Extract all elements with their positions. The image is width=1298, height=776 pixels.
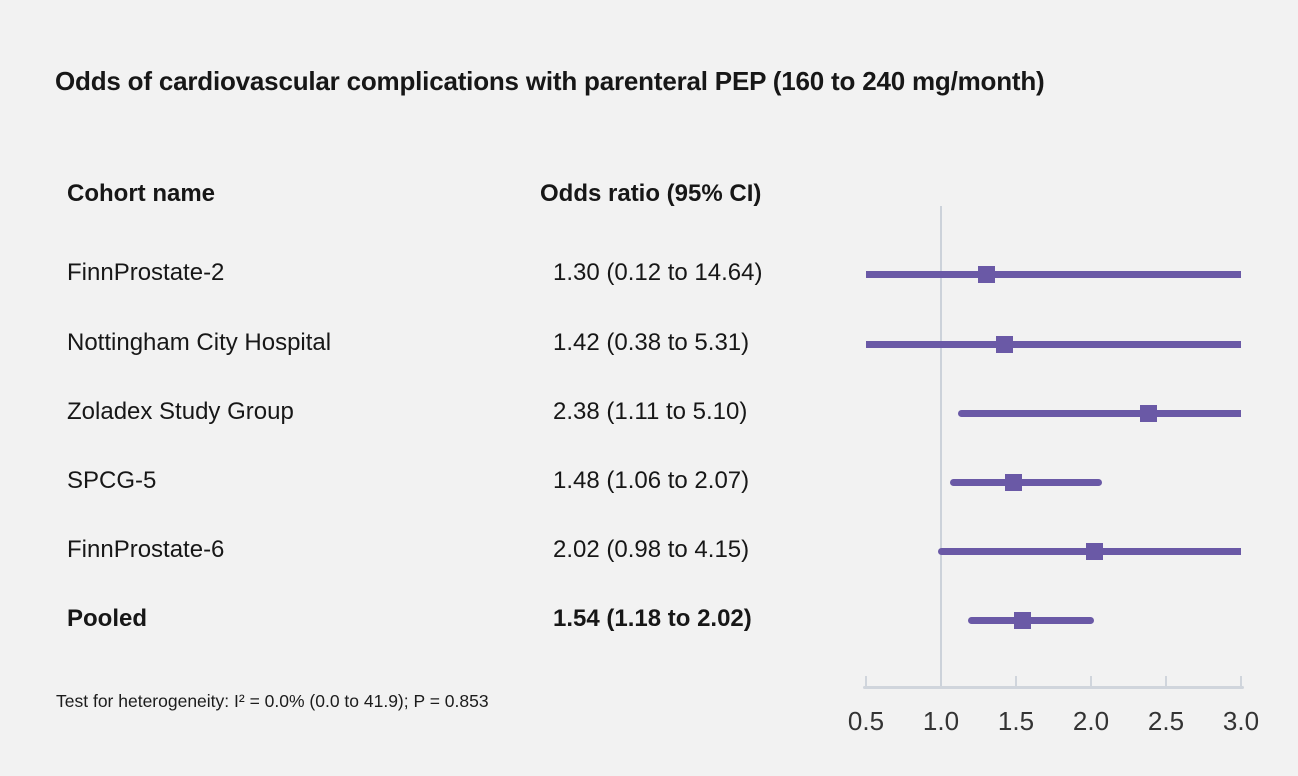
odds-ratio-marker xyxy=(1139,404,1157,422)
cohort-label: Zoladex Study Group xyxy=(67,398,294,425)
odds-ratio-value: 2.38 (1.11 to 5.10) xyxy=(553,398,748,425)
odds-ratio-value: 1.30 (0.12 to 14.64) xyxy=(553,259,763,286)
x-axis-tick xyxy=(1089,676,1093,686)
axis-tick-label: 2.5 xyxy=(1147,706,1185,736)
odds-ratio-marker xyxy=(1004,473,1022,491)
x-axis-line xyxy=(863,686,1244,689)
x-axis-tick xyxy=(864,676,868,686)
cohort-label-pooled: Pooled xyxy=(67,605,148,632)
pooled-estimate-marker xyxy=(1013,611,1031,629)
confidence-interval-line xyxy=(950,478,1102,486)
odds-ratio-marker xyxy=(1085,542,1103,560)
cohort-label: FinnProstate-6 xyxy=(67,536,225,563)
odds-ratio-marker xyxy=(977,265,995,283)
cohort-label: FinnProstate-2 xyxy=(67,259,225,286)
chart-title: Odds of cardiovascular complications wit… xyxy=(55,66,1045,96)
axis-tick-label: 0.5 xyxy=(847,706,885,736)
confidence-interval-line xyxy=(957,409,1241,417)
confidence-interval-line xyxy=(866,270,1241,278)
odds-ratio-marker xyxy=(995,335,1013,353)
axis-tick-label: 1.0 xyxy=(922,706,960,736)
x-axis-tick xyxy=(1164,676,1168,686)
odds-ratio-value-pooled: 1.54 (1.18 to 2.02) xyxy=(553,605,752,632)
heterogeneity-footnote: Test for heterogeneity: I² = 0.0% (0.0 t… xyxy=(56,691,489,711)
confidence-interval-line xyxy=(968,616,1094,624)
odds-ratio-value: 2.02 (0.98 to 4.15) xyxy=(553,536,750,563)
reference-line-or-1 xyxy=(939,206,943,688)
odds-ratio-value: 1.42 (0.38 to 5.31) xyxy=(553,329,750,356)
axis-tick-label: 2.0 xyxy=(1072,706,1110,736)
axis-tick-label: 3.0 xyxy=(1222,706,1260,736)
confidence-interval-line xyxy=(866,340,1241,348)
cohort-label: Nottingham City Hospital xyxy=(67,329,332,356)
cohort-label: SPCG-5 xyxy=(67,467,157,494)
odds-ratio-value: 1.48 (1.06 to 2.07) xyxy=(553,467,750,494)
column-header-odds-ratio: Odds ratio (95% CI) xyxy=(540,180,762,207)
column-header-cohort: Cohort name xyxy=(67,180,216,207)
axis-tick-label: 1.5 xyxy=(997,706,1035,736)
x-axis-tick xyxy=(1014,676,1018,686)
x-axis-tick xyxy=(1239,676,1243,686)
